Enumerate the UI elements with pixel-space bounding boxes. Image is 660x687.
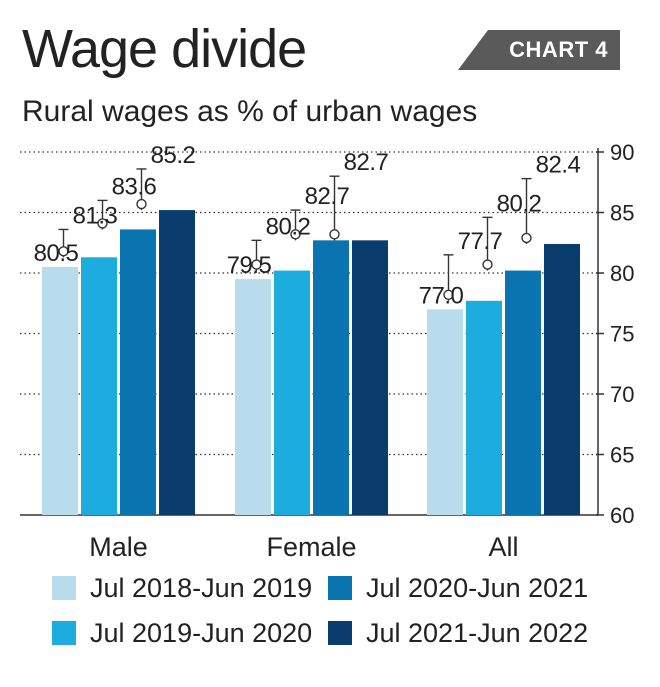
error-bar-marker bbox=[290, 229, 301, 240]
error-bar-marker bbox=[482, 259, 493, 270]
legend-label: Jul 2018-Jun 2019 bbox=[90, 572, 313, 603]
bar-male-4 bbox=[159, 210, 195, 515]
error-bar-marker bbox=[443, 289, 454, 301]
chart-subtitle: Rural wages as % of urban wages bbox=[22, 95, 478, 128]
bar-female-1 bbox=[235, 279, 271, 515]
bar-male-3 bbox=[120, 229, 156, 515]
y-tick-label: 65 bbox=[610, 443, 634, 468]
bar-chart: 60 65 70 75 80 85 90 80.5 81.383.6 85.2 Male 79.5 80… bbox=[20, 140, 634, 562]
data-label: 80.2 bbox=[497, 190, 542, 217]
bar-male-1 bbox=[42, 266, 78, 515]
bar-female-3 bbox=[313, 240, 349, 515]
data-label: 85.2 bbox=[151, 142, 196, 169]
legend-label: Jul 2019-Jun 2020 bbox=[90, 617, 313, 648]
legend-item-2019-20: Jul 2019-Jun 2020 bbox=[52, 617, 328, 649]
bar-all-1 bbox=[427, 309, 463, 515]
data-label: 80.5 bbox=[34, 240, 79, 267]
legend-item-2020-21: Jul 2020-Jun 2021 bbox=[328, 572, 608, 604]
legend-item-2021-22: Jul 2021-Jun 2022 bbox=[328, 617, 608, 649]
legend-swatch bbox=[328, 621, 352, 645]
legend-label: Jul 2021-Jun 2022 bbox=[366, 617, 589, 648]
data-label: 77.7 bbox=[458, 228, 503, 255]
bar-all-2 bbox=[466, 300, 502, 515]
error-bar-marker bbox=[58, 246, 69, 257]
data-label: 79.5 bbox=[227, 252, 272, 279]
bar-all-3 bbox=[505, 270, 541, 515]
data-label: 81.3 bbox=[73, 202, 118, 229]
y-tick-label: 70 bbox=[610, 382, 634, 407]
x-tick-label: Male bbox=[89, 532, 148, 562]
chart-title: Wage divide bbox=[22, 19, 307, 79]
legend-label: Jul 2020-Jun 2021 bbox=[366, 572, 589, 603]
data-label: 82.7 bbox=[305, 183, 350, 210]
bar-female-4 bbox=[352, 240, 388, 515]
y-tick-label: 85 bbox=[610, 201, 634, 226]
chart-number-badge: CHART 4 bbox=[458, 30, 620, 70]
legend-swatch bbox=[328, 576, 352, 600]
error-bar-marker bbox=[136, 198, 147, 210]
data-label: 82.7 bbox=[344, 149, 389, 176]
data-label: 83.6 bbox=[112, 173, 157, 200]
y-tick-label: 75 bbox=[610, 322, 634, 347]
legend-swatch bbox=[52, 621, 76, 645]
legend: Jul 2018-Jun 2019 Jul 2020-Jun 2021 Jul … bbox=[52, 572, 632, 649]
legend-item-2018-19: Jul 2018-Jun 2019 bbox=[52, 572, 328, 604]
error-bar-marker bbox=[97, 218, 108, 229]
bar-female-2 bbox=[274, 270, 310, 515]
data-label: 80.2 bbox=[266, 213, 311, 240]
bar-male-2 bbox=[81, 257, 117, 515]
y-tick-label: 60 bbox=[610, 503, 634, 528]
y-tick-label: 90 bbox=[610, 140, 634, 165]
bar-all-4 bbox=[544, 243, 580, 515]
error-bar-marker bbox=[329, 229, 340, 240]
x-tick-label: All bbox=[488, 532, 518, 562]
error-bar-marker bbox=[521, 232, 532, 244]
y-tick-label: 80 bbox=[610, 261, 634, 286]
legend-swatch bbox=[52, 576, 76, 600]
data-label: 82.4 bbox=[536, 152, 581, 179]
data-label: 77.0 bbox=[419, 282, 464, 309]
error-bar-marker bbox=[251, 259, 262, 270]
x-tick-label: Female bbox=[266, 532, 356, 562]
